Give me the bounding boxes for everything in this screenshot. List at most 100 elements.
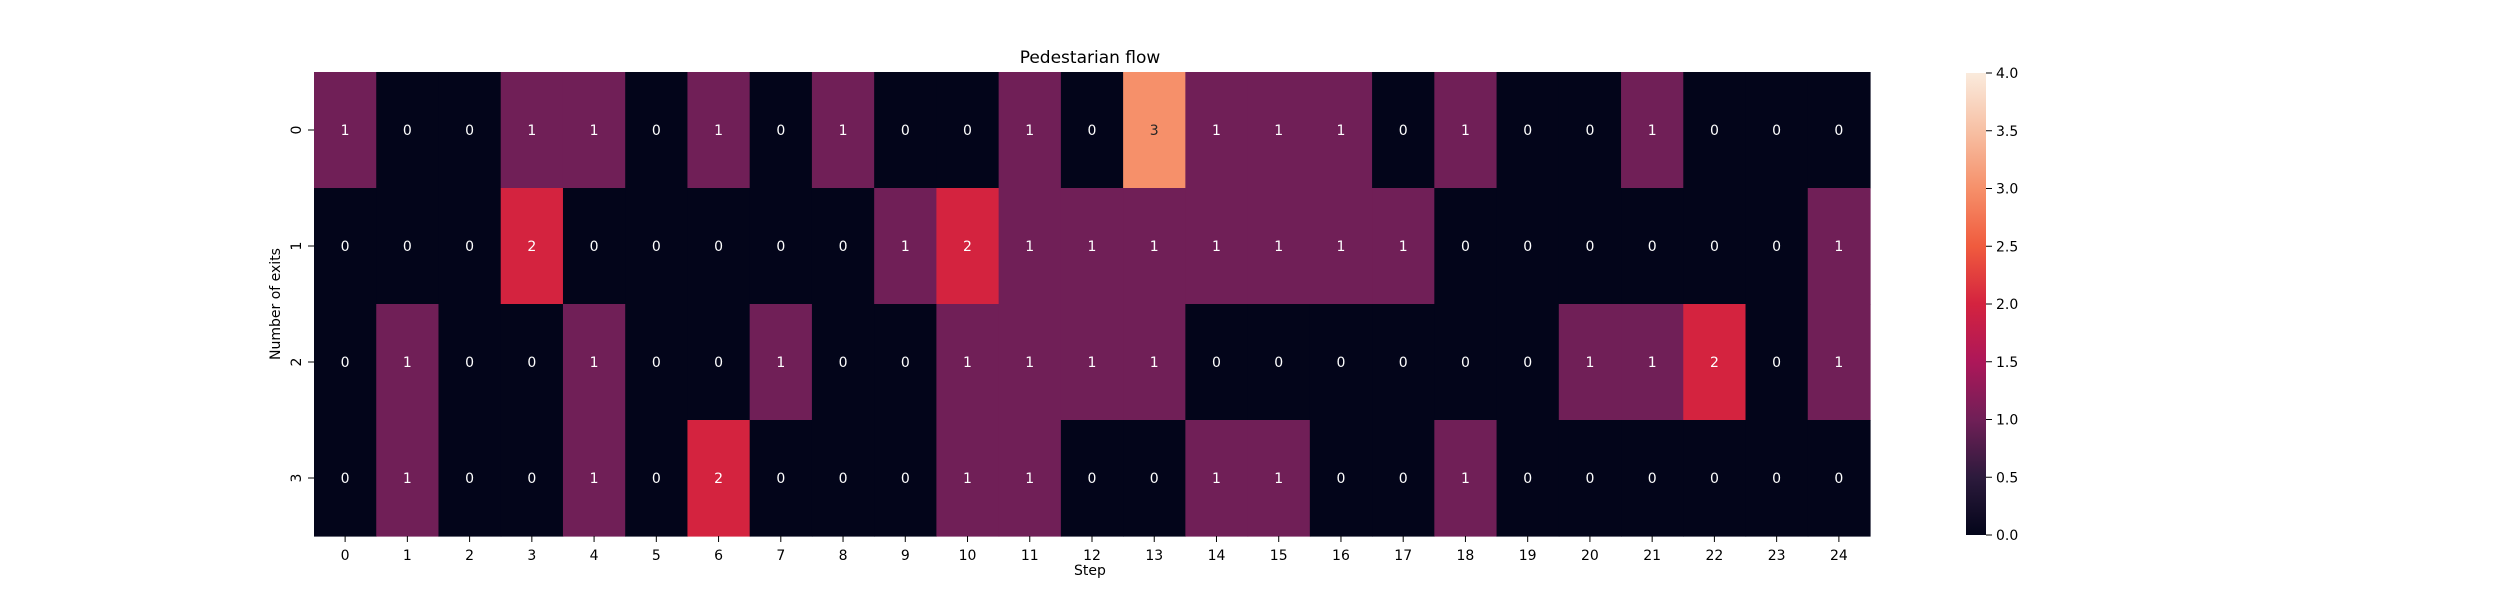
heatmap-cell [1123,304,1186,421]
cell-value-label: 0 [1461,355,1470,371]
heatmap-cell [1372,304,1435,421]
cell-value-label: 1 [590,471,599,487]
heatmap-cell [1621,304,1684,421]
cell-value-label: 3 [1150,123,1159,139]
heatmap-cell [562,304,626,421]
cell-value-label: 1 [527,123,536,139]
chart-title: Pedestarian flow [1020,48,1161,68]
cell-value-label: 0 [652,471,661,487]
cell-value-label: 0 [1088,123,1097,139]
heatmap-cell [874,304,937,421]
colorbar-tick-label: 1.5 [1996,355,2018,371]
heatmap-cell [438,420,502,537]
cell-value-label: 0 [1150,471,1159,487]
heatmap-cell [998,304,1062,421]
heatmap-cell [1185,304,1249,421]
heatmap-cell [376,72,440,189]
x-tick-label: 18 [1457,548,1475,564]
heatmap-cell [1060,72,1124,189]
heatmap-cell [314,188,377,305]
cell-value-label: 0 [901,123,910,139]
cell-value-label: 1 [776,355,785,371]
cell-value-label: 0 [465,239,474,255]
heatmap-cell [749,188,813,305]
heatmap-cell [1372,72,1435,189]
cell-value-label: 0 [1710,123,1719,139]
heatmap-cell [1123,72,1186,189]
heatmap-cell [1185,188,1249,305]
cell-value-label: 0 [403,123,412,139]
cell-value-label: 1 [1150,239,1159,255]
heatmap-cell [1247,304,1311,421]
heatmap-cell [811,304,875,421]
heatmap-cell [936,420,1000,537]
heatmap-cell [1434,188,1498,305]
cell-value-label: 1 [1212,239,1221,255]
cell-value-label: 0 [1648,471,1657,487]
heatmap-cell [1247,188,1311,305]
cell-value-label: 1 [1399,239,1408,255]
heatmap-cell [998,420,1062,537]
cell-value-label: 1 [963,471,972,487]
colorbar-tick-label: 4.0 [1996,66,2018,82]
heatmap-cell [1496,72,1560,189]
colorbar-tick-label: 2.0 [1996,297,2018,313]
y-tick-label: 2 [289,358,305,367]
heatmap-cell [562,420,626,537]
cell-value-label: 1 [403,355,412,371]
heatmap-cell [687,304,751,421]
heatmap-cell [1558,188,1622,305]
heatmap-cell [1683,188,1747,305]
heatmap-cell [1745,72,1809,189]
heatmap-cell [1309,304,1373,421]
colorbar-tick-label: 3.5 [1996,124,2018,140]
cell-value-label: 1 [963,355,972,371]
heatmap-cell [1558,72,1622,189]
colorbar-tick-label: 0.0 [1996,528,2018,544]
x-tick-label: 2 [465,548,474,564]
cell-value-label: 0 [839,471,848,487]
cell-value-label: 1 [1025,355,1034,371]
cell-value-label: 1 [1025,239,1034,255]
cell-value-label: 1 [1274,123,1283,139]
heatmap-cell [500,304,564,421]
heatmap-cell [1745,188,1809,305]
heatmap-cell [1558,304,1622,421]
heatmap-cell [1434,304,1498,421]
x-tick-label: 21 [1643,548,1661,564]
colorbar-tick-label: 2.5 [1996,239,2018,255]
cell-value-label: 0 [1336,355,1345,371]
cell-value-label: 0 [527,471,536,487]
heatmap-cell [438,188,502,305]
x-tick-label: 13 [1145,548,1163,564]
cell-value-label: 0 [1336,471,1345,487]
cell-value-label: 0 [1399,355,1408,371]
cell-value-label: 1 [590,355,599,371]
heatmap-cell [936,72,1000,189]
x-tick-label: 24 [1830,548,1848,564]
x-tick-label: 16 [1332,548,1350,564]
cell-value-label: 1 [901,239,910,255]
cell-value-label: 0 [1710,239,1719,255]
y-tick-label: 0 [289,126,305,135]
cell-value-label: 1 [590,123,599,139]
heatmap-cell [1807,188,1871,305]
heatmap-cells: 1 0 0 1 1 0 1 0 1 0 0 1 0 3 1 1 1 0 1 0 0 1 0 0 0 0 0 0 2 0 0 0 0 0 1 2 1 1 1 1… [314,72,1871,537]
heatmap-cell [1745,420,1809,537]
heatmap-cell [1683,72,1747,189]
x-tick-label: 9 [901,548,910,564]
heatmap-cell [1558,420,1622,537]
cell-value-label: 1 [1088,239,1097,255]
cell-value-label: 0 [1523,123,1532,139]
heatmap-cell [998,188,1062,305]
heatmap-cell [314,304,377,421]
cell-value-label: 1 [403,471,412,487]
cell-value-label: 1 [1274,239,1283,255]
heatmap-cell [749,304,813,421]
heatmap-cell [749,420,813,537]
heatmap-cell [1185,72,1249,189]
heatmap-cell [1060,420,1124,537]
heatmap-cell [1434,420,1498,537]
cell-value-label: 0 [1399,471,1408,487]
heatmap-cell [1683,304,1747,421]
